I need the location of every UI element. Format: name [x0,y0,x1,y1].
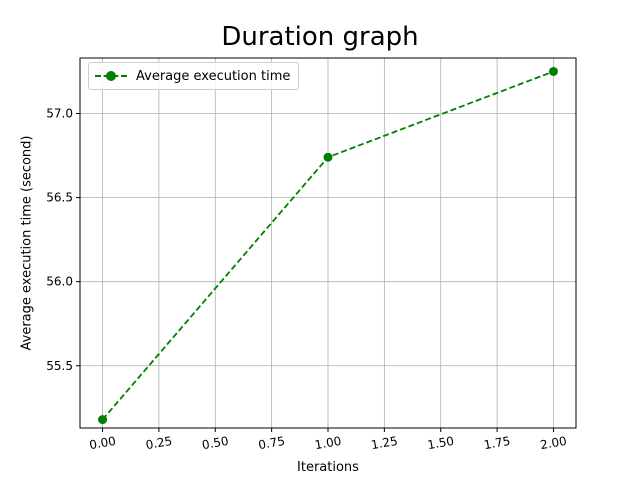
y-tick-label: 56.5 [46,191,73,205]
y-tick-label: 56.0 [46,275,73,289]
x-tick-label: 1.25 [370,434,399,452]
x-tick-label: 1.00 [314,434,343,452]
x-axis-label: Iterations [297,460,359,475]
y-tick-label: 55.5 [46,359,73,373]
x-tick-label: 2.00 [539,434,568,452]
legend: Average execution time [88,62,300,90]
data-point [98,415,108,425]
x-tick-label: 0.75 [257,434,286,452]
x-tick-label: 0.50 [201,434,230,452]
chart-title: Duration graph [221,22,419,52]
y-tick-label: 57.0 [46,107,73,121]
x-tick-label: 1.50 [426,434,455,452]
x-tick-label: 0.25 [145,434,174,452]
legend-marker [95,70,127,82]
y-axis-label: Average execution time (second) [19,135,35,351]
x-tick-label: 1.75 [483,434,512,452]
data-point [323,152,333,162]
x-tick-label: 0.00 [88,434,117,452]
legend-label: Average execution time [136,68,291,84]
data-point [548,66,558,76]
